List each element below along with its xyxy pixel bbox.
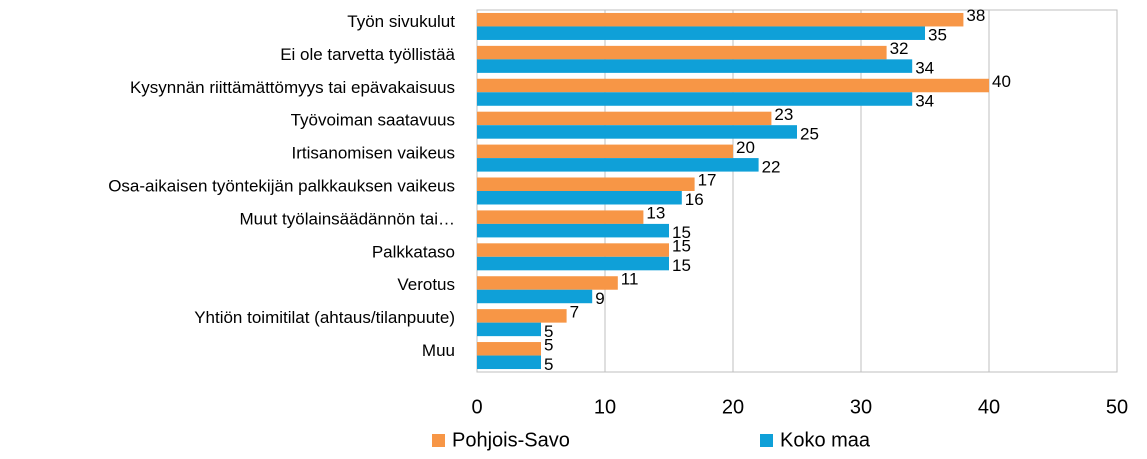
- bar: [477, 309, 567, 323]
- bar: [477, 210, 644, 224]
- bar: [477, 158, 759, 172]
- y-tick-label: Kysynnän riittämättömyys tai epävakaisuu…: [130, 78, 455, 97]
- bar: [477, 177, 695, 191]
- bar: [477, 144, 733, 159]
- y-tick-label: Verotus: [397, 275, 455, 294]
- bar: [477, 78, 989, 93]
- data-label: 34: [915, 92, 934, 111]
- legend-label: Koko maa: [780, 429, 871, 451]
- data-label: 9: [595, 289, 604, 308]
- y-tick-label: Palkkataso: [372, 242, 455, 261]
- bar: [477, 125, 797, 139]
- legend-swatch: [432, 434, 445, 447]
- bar: [477, 289, 593, 304]
- data-label: 35: [928, 26, 947, 45]
- data-label: 25: [800, 124, 819, 143]
- bar: [477, 256, 669, 271]
- y-tick-label: Muu: [422, 341, 455, 360]
- bar: [477, 45, 887, 60]
- bar: [477, 276, 618, 290]
- bar: [477, 342, 541, 356]
- data-label: 15: [672, 256, 691, 275]
- data-label: 22: [762, 157, 781, 176]
- data-label: 7: [570, 302, 579, 321]
- data-label: 5: [544, 355, 553, 374]
- bar: [477, 59, 913, 73]
- data-label: 5: [544, 322, 553, 341]
- bar: [477, 322, 541, 337]
- bar: [477, 355, 541, 370]
- data-label: 5: [544, 335, 553, 354]
- data-label: 34: [915, 59, 934, 78]
- data-label: 32: [890, 39, 909, 58]
- bar: [477, 12, 964, 27]
- y-tick-label: Osa-aikaisen työntekijän palkkauksen vai…: [108, 176, 455, 195]
- bar: [477, 223, 669, 238]
- data-label: 13: [646, 204, 665, 223]
- x-tick-label: 10: [594, 396, 616, 418]
- data-label: 20: [736, 138, 755, 157]
- bar: [477, 111, 772, 126]
- y-tick-label: Ei ole tarvetta työllistää: [280, 45, 455, 64]
- bar: [477, 191, 682, 205]
- x-tick-label: 50: [1106, 396, 1128, 418]
- data-label: 15: [672, 223, 691, 242]
- y-tick-label: Työn sivukulut: [347, 12, 455, 31]
- data-label: 17: [698, 171, 717, 190]
- data-label: 11: [621, 269, 639, 288]
- x-tick-label: 40: [978, 396, 1000, 418]
- data-label: 16: [685, 190, 704, 209]
- bar: [477, 92, 913, 106]
- data-label: 38: [966, 6, 985, 25]
- legend-label: Pohjois-Savo: [452, 429, 570, 451]
- y-tick-label: Työvoiman saatavuus: [291, 111, 455, 130]
- y-tick-label: Yhtiön toimitilat (ahtaus/tilanpuute): [194, 308, 455, 327]
- x-tick-label: 0: [471, 396, 482, 418]
- legend-swatch: [760, 434, 773, 447]
- y-tick-label: Muut työlainsäädännön tai…: [240, 209, 455, 228]
- data-label: 40: [992, 72, 1011, 91]
- bar: [477, 26, 925, 40]
- y-tick-label: Irtisanomisen vaikeus: [292, 144, 455, 163]
- data-label: 15: [672, 237, 691, 256]
- x-tick-label: 20: [722, 396, 744, 418]
- bar: [477, 243, 669, 257]
- x-tick-label: 30: [850, 396, 872, 418]
- data-label: 23: [774, 105, 793, 124]
